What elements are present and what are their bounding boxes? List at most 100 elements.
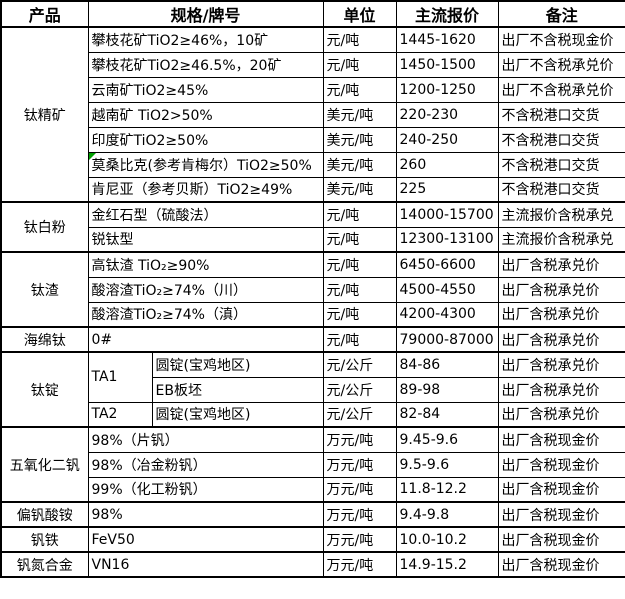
spec-cell: FeV50 [87, 526, 324, 553]
grade-cell: TA1 [87, 351, 153, 403]
unit-cell: 元/吨 [322, 226, 397, 253]
note-cell: 出厂不含税承兑价 [497, 76, 625, 103]
note-cell: 出厂含税现金价 [497, 551, 625, 578]
spec-cell: 圆锭(宝鸡地区) [151, 351, 324, 378]
note-cell: 出厂含税现金价 [497, 501, 625, 528]
table-row: 越南矿 TiO2>50% 美元/吨 220-230 不含税港口交货 [1, 101, 625, 128]
note-cell: 出厂不含税现金价 [497, 26, 625, 53]
product-cell: 钛锭 [0, 351, 89, 428]
spec-cell: 金红石型（硫酸法） [87, 201, 324, 228]
note-cell: 主流报价含税承兑 [497, 226, 625, 253]
unit-cell: 万元/吨 [322, 426, 397, 453]
unit-cell: 万元/吨 [322, 451, 397, 478]
price-cell: 4200-4300 [395, 301, 499, 328]
table-row: 肯尼亚（参考贝斯）TiO2≥49% 美元/吨 225 不含税港口交货 [1, 176, 625, 203]
price-cell: 220-230 [395, 101, 499, 128]
table-row: 莫桑比克(参考肯梅尔）TiO2≥50% 美元/吨 260 不含税港口交货 [1, 151, 625, 178]
note-cell: 出厂含税现金价 [497, 426, 625, 453]
table-row: 攀枝花矿TiO2≥46.5%，20矿 元/吨 1450-1500 出厂不含税承兑价 [1, 51, 625, 78]
table-row: 钛精矿 攀枝花矿TiO2≥46%，10矿 元/吨 1445-1620 出厂不含税现金价 [0, 26, 625, 203]
col-header-product: 产品 [0, 0, 89, 28]
note-cell: 出厂含税承兑价 [497, 351, 625, 378]
unit-cell: 元/公斤 [322, 376, 397, 403]
unit-cell: 万元/吨 [322, 551, 397, 578]
unit-cell: 元/公斤 [322, 351, 397, 378]
note-cell: 不含税港口交货 [497, 101, 625, 128]
price-cell: 12300-13100 [395, 226, 499, 253]
table-header: 产品 规格/牌号 单位 主流报价 备注 [0, 0, 625, 28]
table-row: 钒氮合金 VN16 万元/吨 14.9-15.2 出厂含税现金价 [0, 551, 625, 578]
price-table: 产品 规格/牌号 单位 主流报价 备注 钛精矿 攀枝花矿TiO2≥46%，10矿元… [0, 0, 625, 578]
price-cell: 260 [395, 151, 499, 178]
product-cell: 海绵钛 [0, 326, 89, 353]
spec-cell: 酸溶渣TiO₂≥74%（滇） [87, 301, 324, 328]
table-row: 钛白粉 金红石型（硫酸法） 元/吨 14000-15700 主流报价含税承兑 [0, 201, 625, 253]
col-header-note: 备注 [497, 0, 625, 28]
product-cell: 钛渣 [0, 251, 89, 328]
spec-cell: 酸溶渣TiO₂≥74%（川） [87, 276, 324, 303]
spec-cell: 锐钛型 [87, 226, 324, 253]
unit-cell: 美元/吨 [322, 176, 397, 203]
table-row: 酸溶渣TiO₂≥74%（川） 元/吨 4500-4550 出厂含税承兑价 [1, 276, 625, 303]
product-cell: 偏钒酸铵 [0, 501, 89, 528]
spec-cell: 98%（片钒） [87, 426, 324, 453]
table-row: 五氧化二钒 98%（片钒） 万元/吨 9.45-9.6 出厂含税现金价 [0, 426, 625, 503]
price-cell: 84-86 [395, 351, 499, 378]
unit-cell: 元/吨 [322, 51, 397, 78]
spec-cell: 98% [87, 501, 324, 528]
price-cell: 14000-15700 [395, 201, 499, 228]
table-row: 钛渣 高钛渣 TiO₂≥90% 元/吨 6450-6600 出厂含税承兑价 [0, 251, 625, 328]
product-cell: 五氧化二钒 [0, 426, 89, 503]
price-cell: 79000-87000 [395, 326, 499, 353]
price-cell: 1450-1500 [395, 51, 499, 78]
col-header-unit: 单位 [322, 0, 397, 28]
note-cell: 出厂不含税承兑价 [497, 51, 625, 78]
price-cell: 1445-1620 [395, 26, 499, 53]
note-cell: 主流报价含税承兑 [497, 201, 625, 228]
spec-cell: 攀枝花矿TiO2≥46%，10矿 [87, 26, 324, 53]
price-table-wrapper: 产品 规格/牌号 单位 主流报价 备注 钛精矿 攀枝花矿TiO2≥46%，10矿元… [0, 0, 625, 578]
table-body: 钛精矿 攀枝花矿TiO2≥46%，10矿 元/吨 1445-1620 出厂不含税现金价攀… [0, 26, 625, 578]
note-cell: 出厂含税承兑价 [497, 376, 625, 403]
col-header-price: 主流报价 [395, 0, 499, 28]
unit-cell: 元/吨 [322, 276, 397, 303]
price-cell: 14.9-15.2 [395, 551, 499, 578]
price-cell: 240-250 [395, 126, 499, 153]
note-cell: 不含税港口交货 [497, 126, 625, 153]
table-row: 钛锭 TA1 圆锭(宝鸡地区) 元/公斤 84-86 出厂含税承兑价 [0, 351, 625, 428]
price-cell: 10.0-10.2 [395, 526, 499, 553]
note-cell: 出厂含税现金价 [497, 526, 625, 553]
header-row: 产品 规格/牌号 单位 主流报价 备注 [0, 0, 625, 28]
price-cell: 9.45-9.6 [395, 426, 499, 453]
col-header-spec: 规格/牌号 [87, 0, 324, 28]
note-cell: 出厂含税现金价 [497, 451, 625, 478]
unit-cell: 美元/吨 [322, 151, 397, 178]
product-cell: 钒铁 [0, 526, 89, 553]
price-cell: 4500-4550 [395, 276, 499, 303]
price-cell: 11.8-12.2 [395, 476, 499, 503]
table-row: 钒铁 FeV50 万元/吨 10.0-10.2 出厂含税现金价 [0, 526, 625, 553]
spec-cell: VN16 [87, 551, 324, 578]
unit-cell: 元/公斤 [322, 401, 397, 428]
unit-cell: 元/吨 [322, 301, 397, 328]
grade-cell: TA2 [87, 401, 153, 428]
spec-cell: 印度矿TiO2≥50% [87, 126, 324, 153]
spec-cell: EB板坯 [151, 376, 324, 403]
unit-cell: 美元/吨 [322, 101, 397, 128]
note-cell: 不含税港口交货 [497, 151, 625, 178]
note-cell: 出厂含税承兑价 [497, 301, 625, 328]
table-row: 锐钛型 元/吨 12300-13100 主流报价含税承兑 [1, 226, 625, 253]
price-cell: 6450-6600 [395, 251, 499, 278]
unit-cell: 元/吨 [322, 251, 397, 278]
spec-cell: 云南矿TiO2≥45% [87, 76, 324, 103]
table-row: 酸溶渣TiO₂≥74%（滇） 元/吨 4200-4300 出厂含税承兑价 [1, 301, 625, 328]
unit-cell: 万元/吨 [322, 526, 397, 553]
unit-cell: 元/吨 [322, 326, 397, 353]
unit-cell: 美元/吨 [322, 126, 397, 153]
spec-cell: 98%（冶金粉钒） [87, 451, 324, 478]
unit-cell: 元/吨 [322, 76, 397, 103]
note-cell: 出厂含税承兑价 [497, 276, 625, 303]
spec-cell: 越南矿 TiO2>50% [87, 101, 324, 128]
price-cell: 1200-1250 [395, 76, 499, 103]
note-cell: 不含税港口交货 [497, 176, 625, 203]
